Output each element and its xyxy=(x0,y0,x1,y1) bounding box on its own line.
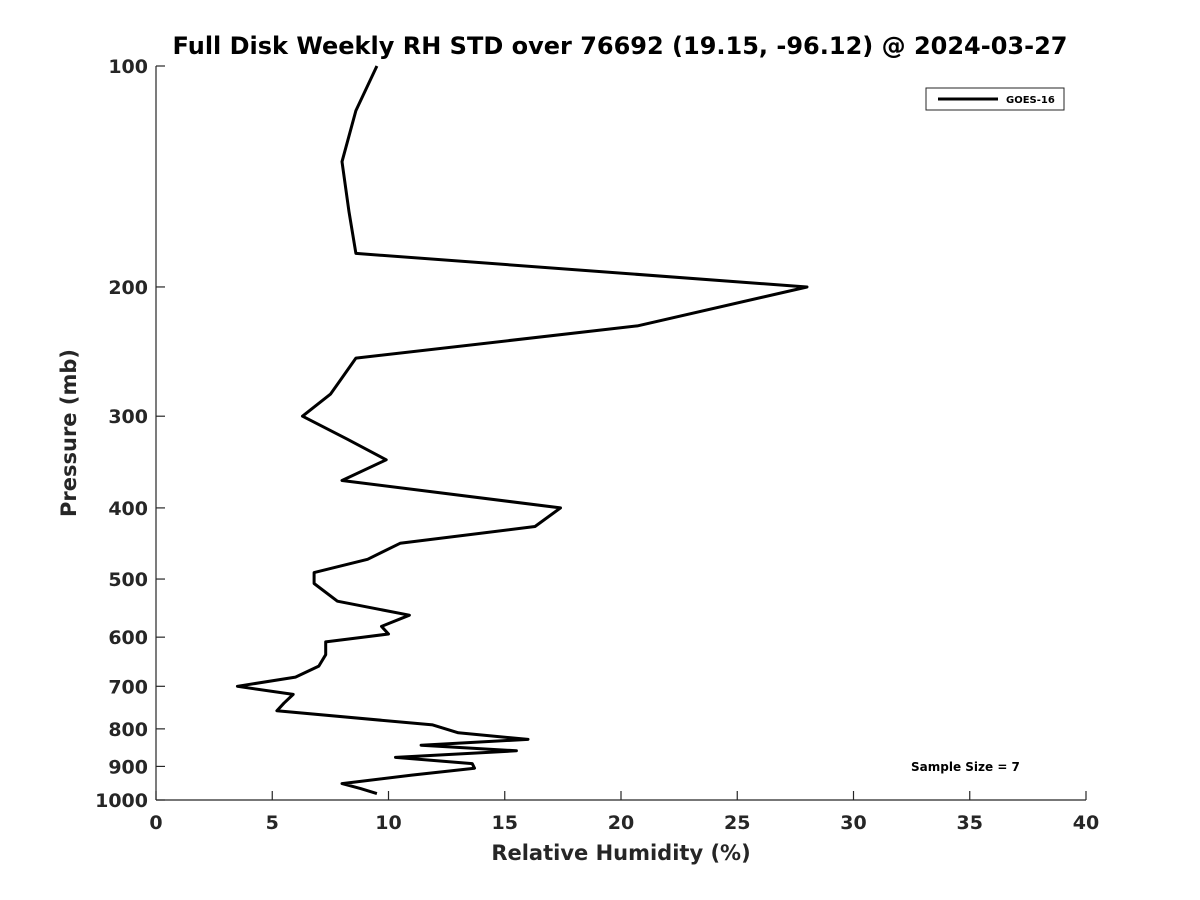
y-tick-label: 700 xyxy=(108,676,148,698)
sample-size-annotation: Sample Size = 7 xyxy=(911,760,1020,774)
x-axis-label: Relative Humidity (%) xyxy=(491,841,750,865)
y-tick-label: 1000 xyxy=(95,790,148,812)
legend-label: GOES-16 xyxy=(1006,95,1055,106)
plot-area: 0 5 10 15 20 25 30 35 40 100 200 300 400 500 600 700 80… xyxy=(95,56,1099,834)
x-tick-label: 40 xyxy=(1073,812,1099,834)
y-tick-label: 300 xyxy=(108,406,148,428)
y-tick-label: 500 xyxy=(108,569,148,591)
x-tick-label: 25 xyxy=(724,812,750,834)
y-tick-label: 800 xyxy=(108,719,148,741)
chart-title: Full Disk Weekly RH STD over 76692 (19.1… xyxy=(173,32,1068,60)
y-tick-label: 900 xyxy=(108,756,148,778)
legend: GOES-16 xyxy=(925,87,1065,111)
y-tick-label: 400 xyxy=(108,498,148,520)
y-tick-label: 600 xyxy=(108,627,148,649)
x-tick-label: 20 xyxy=(608,812,634,834)
x-tick-label: 35 xyxy=(957,812,983,834)
x-tick-label: 10 xyxy=(375,812,401,834)
x-tick-label: 30 xyxy=(840,812,866,834)
x-tick-label: 5 xyxy=(266,812,279,834)
y-axis-label: Pressure (mb) xyxy=(57,349,81,517)
x-tick-label: 0 xyxy=(149,812,162,834)
series-line-goes16 xyxy=(235,65,809,796)
y-tick-label: 200 xyxy=(108,277,148,299)
x-tick-label: 15 xyxy=(492,812,518,834)
y-tick-label: 100 xyxy=(108,56,148,78)
